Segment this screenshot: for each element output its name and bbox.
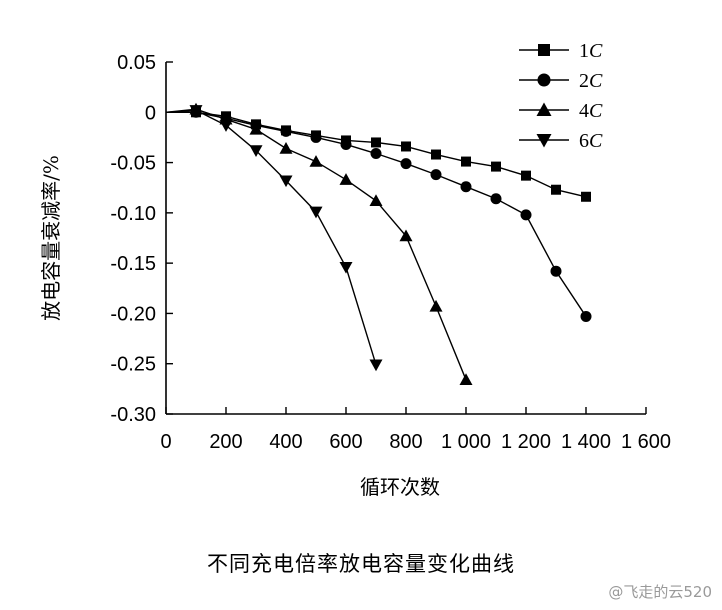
data-point-triangle-up [536, 102, 552, 116]
data-point-circle [340, 138, 352, 150]
data-point-circle [370, 148, 382, 160]
data-point-square [538, 44, 550, 56]
x-tick-label: 800 [389, 431, 422, 453]
x-tick-label: 1 600 [621, 431, 671, 453]
x-tick-label: 400 [269, 431, 302, 453]
y-axis-title: 放电容量衰减率/% [39, 155, 63, 321]
x-axis-title: 循环次数 [360, 475, 440, 499]
data-point-circle [280, 125, 292, 137]
data-point-triangle-up [309, 155, 323, 167]
x-tick-label: 1 000 [441, 431, 491, 453]
x-tick-label: 1 400 [561, 431, 611, 453]
x-tick-label: 600 [329, 431, 362, 453]
data-point-circle [520, 209, 532, 221]
data-point-square [551, 184, 561, 195]
data-point-circle [550, 265, 562, 277]
data-point-triangle-up [249, 122, 263, 135]
data-point-triangle-down [219, 120, 233, 132]
data-point-square [491, 161, 501, 172]
series-line-6C [165, 109, 377, 365]
data-point-triangle-up [459, 373, 473, 386]
series-4C [165, 102, 473, 386]
data-point-triangle-down [279, 175, 293, 188]
plot-area [165, 102, 592, 386]
y-tick-label: -0.25 [110, 354, 156, 376]
data-point-square [371, 137, 381, 148]
series-6C [165, 105, 383, 372]
legend-item-4C: 4C [519, 100, 603, 122]
legend-label: 1C [579, 40, 603, 62]
data-point-circle [580, 310, 592, 322]
tick-labels: 0.050-0.05-0.10-0.15-0.20-0.25-0.300 200 4… [110, 52, 671, 453]
legend-label: 6C [579, 130, 603, 152]
data-point-circle [460, 181, 472, 193]
data-point-triangle-up [279, 141, 293, 154]
legend-label: 4C [579, 100, 603, 122]
data-point-triangle-down [339, 261, 353, 274]
data-point-square [581, 191, 591, 202]
legend-item-2C: 2C [519, 70, 603, 92]
data-point-triangle-down [309, 206, 323, 219]
data-point-square [401, 141, 411, 152]
data-point-square [461, 156, 471, 167]
data-point-triangle-up [339, 173, 353, 185]
data-point-square [521, 170, 531, 181]
data-point-triangle-down [536, 134, 552, 148]
y-tick-label: -0.20 [110, 303, 156, 325]
data-point-triangle-down [249, 145, 263, 158]
legend-label: 2C [579, 70, 603, 92]
data-point-triangle-up [429, 299, 443, 312]
x-tick-label: 1 200 [501, 431, 551, 453]
y-tick-label: -0.10 [110, 203, 156, 225]
x-tick-label: 200 [209, 431, 242, 453]
x-tick-label: 0 [160, 431, 171, 453]
y-tick-label: 0.05 [117, 52, 156, 74]
y-tick-label: -0.05 [110, 153, 156, 175]
legend: 1C 2C 4C 6C [519, 40, 603, 152]
axes [165, 61, 647, 415]
legend-item-1C: 1C [519, 40, 603, 62]
y-tick-label: 0 [145, 102, 156, 124]
data-point-circle [310, 131, 322, 143]
data-point-triangle-up [399, 229, 413, 242]
data-point-square [431, 149, 441, 160]
y-tick-label: -0.15 [110, 253, 156, 275]
data-point-triangle-up [369, 194, 383, 206]
data-point-triangle-down [369, 359, 383, 372]
legend-item-6C: 6C [519, 130, 603, 152]
watermark: @飞走的云520 [608, 583, 712, 601]
data-point-triangle-down [189, 105, 203, 117]
data-point-circle [490, 193, 502, 205]
data-point-circle [400, 158, 412, 170]
data-point-circle [537, 73, 551, 87]
figure-caption: 不同充电倍率放电容量变化曲线 [207, 552, 515, 576]
data-point-circle [430, 169, 442, 181]
y-tick-label: -0.30 [110, 404, 156, 426]
